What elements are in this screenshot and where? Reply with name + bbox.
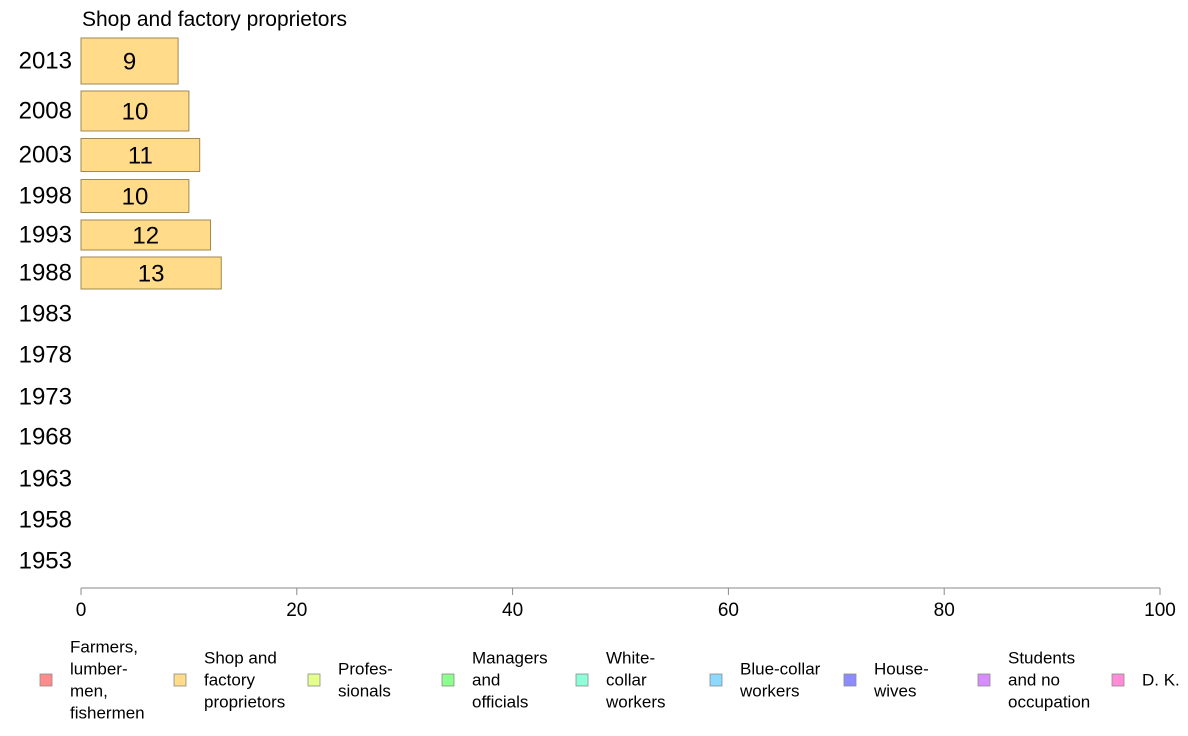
legend-item: D. K. xyxy=(1111,671,1180,690)
legend-item: Shop and factory proprietors xyxy=(173,649,285,712)
legend-label: officials xyxy=(472,693,528,712)
legend-item: Managers and officials xyxy=(441,649,548,712)
legend-label: sionals xyxy=(338,682,391,701)
x-axis: 0 20 40 60 80 100 xyxy=(76,587,1176,621)
year-labels: 2013 2008 2003 1998 1993 1988 1983 1978 1973 1968… xyxy=(19,48,72,575)
bar-value-label: 12 xyxy=(132,223,159,250)
year-label-1978: 1978 xyxy=(19,342,72,369)
x-tick-label: 60 xyxy=(718,600,739,621)
legend-label: occupation xyxy=(1008,693,1090,712)
year-label-1963: 1963 xyxy=(19,466,72,493)
bar-1998 xyxy=(80,179,190,213)
x-tick-label: 80 xyxy=(934,600,955,621)
legend-item: Blue-collar workers xyxy=(709,660,821,701)
legend-label: Shop and xyxy=(204,649,277,668)
bar-2008 xyxy=(80,90,190,132)
legend-label: Blue-collar xyxy=(740,660,821,679)
legend-label: White- xyxy=(606,649,655,668)
year-label-2003: 2003 xyxy=(19,142,72,169)
legend-label: Profes- xyxy=(338,660,393,679)
year-label-1983: 1983 xyxy=(19,301,72,328)
year-label-1968: 1968 xyxy=(19,424,72,451)
legend-item: White-collar workers xyxy=(575,649,666,712)
legend-label: Farmers, xyxy=(70,638,138,657)
legend-swatch xyxy=(307,673,321,687)
legend-item: Farmers, lumber-men, fishermen xyxy=(39,638,145,723)
legend-label: collar xyxy=(606,671,647,690)
legend-label: men, xyxy=(70,682,108,701)
legend-swatch xyxy=(709,673,723,687)
bar-2013 xyxy=(80,37,179,85)
x-tick-label: 20 xyxy=(286,600,307,621)
legend-label: factory xyxy=(204,671,256,690)
year-label-1998: 1998 xyxy=(19,183,72,210)
legend-label: workers xyxy=(739,682,800,701)
year-label-1973: 1973 xyxy=(19,384,72,411)
legend-item: Students and no occupation xyxy=(977,649,1090,712)
legend-swatch xyxy=(173,673,187,687)
year-label-1993: 1993 xyxy=(19,222,72,249)
year-label-2008: 2008 xyxy=(19,98,72,125)
legend-label: fishermen xyxy=(70,704,145,723)
legend-item: House-wives xyxy=(843,660,929,701)
legend-label: Managers xyxy=(472,649,548,668)
legend-swatch xyxy=(1111,673,1125,687)
legend-label: wives xyxy=(873,682,917,701)
x-tick-label: 0 xyxy=(76,600,87,621)
bar-1988 xyxy=(80,256,222,290)
legend-swatch xyxy=(39,673,53,687)
x-tick-label: 100 xyxy=(1144,600,1176,621)
legend-label: D. K. xyxy=(1142,671,1180,690)
bar-value-label: 11 xyxy=(128,143,153,170)
x-tick-label: 40 xyxy=(502,600,523,621)
bar-2003 xyxy=(80,138,201,172)
bars: 9 10 11 10 12 13 xyxy=(80,37,222,290)
legend-item: Profes-sionals xyxy=(307,660,393,701)
bar-value-label: 9 xyxy=(123,49,136,76)
year-label-1953: 1953 xyxy=(19,548,72,575)
legend-label: lumber- xyxy=(70,660,128,679)
legend-swatch xyxy=(977,673,991,687)
bar-value-label: 10 xyxy=(122,99,149,126)
legend: Farmers, lumber-men, fishermen Shop and fact… xyxy=(39,638,1180,723)
legend-swatch xyxy=(575,673,589,687)
year-label-2013: 2013 xyxy=(19,48,72,75)
legend-label: workers xyxy=(605,693,666,712)
legend-label: Students xyxy=(1008,649,1075,668)
legend-swatch xyxy=(441,673,455,687)
legend-label: and xyxy=(472,671,500,690)
legend-label: proprietors xyxy=(204,693,285,712)
year-label-1958: 1958 xyxy=(19,507,72,534)
legend-label: and no xyxy=(1008,671,1060,690)
bar-value-label: 10 xyxy=(122,184,149,211)
bar-value-label: 13 xyxy=(138,261,165,288)
chart-title: Shop and factory proprietors xyxy=(82,8,347,31)
legend-label: House- xyxy=(874,660,929,679)
legend-swatch xyxy=(843,673,857,687)
bar-1993 xyxy=(80,219,211,251)
year-label-1988: 1988 xyxy=(19,260,72,287)
